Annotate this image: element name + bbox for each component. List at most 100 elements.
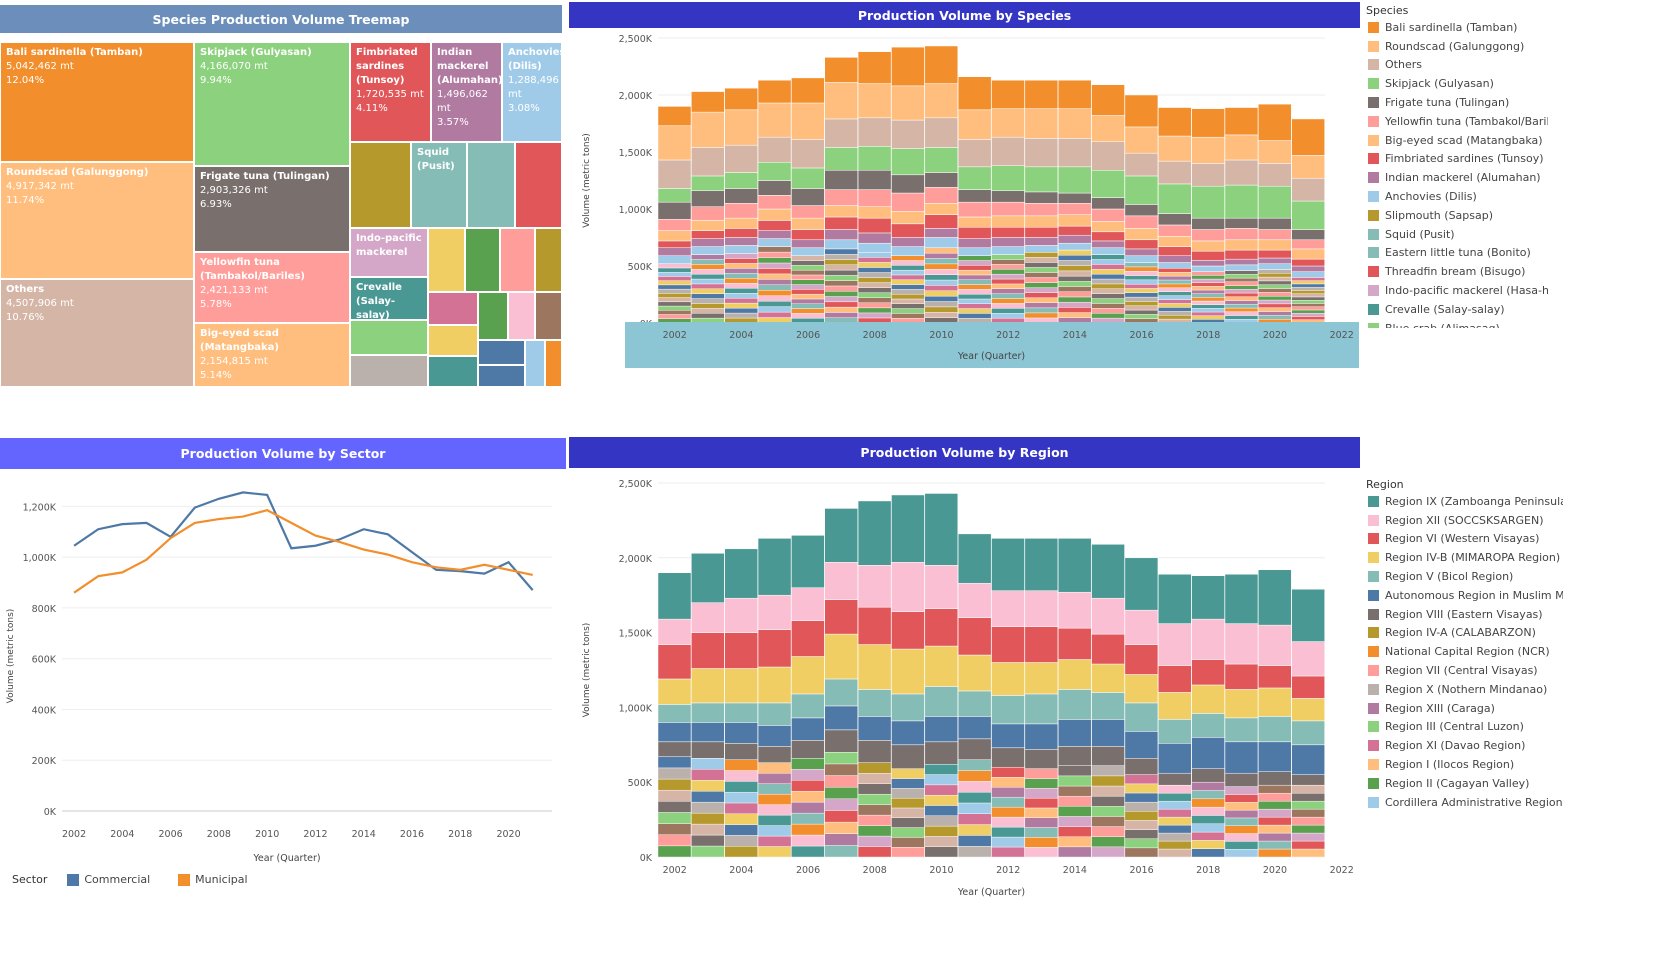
bar-segment[interactable] [1058, 291, 1092, 298]
bar-segment[interactable] [957, 845, 992, 858]
bar-segment[interactable] [1124, 283, 1159, 289]
bar-segment[interactable] [1224, 315, 1259, 320]
bar-segment[interactable] [1158, 279, 1192, 285]
bar-segment[interactable] [857, 846, 892, 858]
bar-segment[interactable] [691, 230, 725, 239]
bar-segment[interactable] [824, 269, 858, 276]
bar-segment[interactable] [1224, 817, 1259, 826]
bar-segment[interactable] [924, 214, 959, 229]
bar-segment[interactable] [1224, 809, 1259, 819]
bar-segment[interactable] [1091, 313, 1125, 319]
bar-segment[interactable] [1024, 292, 1059, 298]
bar-segment[interactable] [824, 57, 859, 83]
bar-segment[interactable] [1258, 665, 1292, 689]
bar-segment[interactable] [957, 289, 992, 295]
bar-segment[interactable] [824, 763, 858, 776]
bar-segment[interactable] [991, 836, 1025, 848]
bar-segment[interactable] [924, 295, 959, 302]
line-series-commercial[interactable] [73, 491, 534, 591]
bar-segment[interactable] [1258, 273, 1292, 278]
bar-segment[interactable] [857, 272, 892, 278]
bar-segment[interactable] [1057, 627, 1092, 660]
legend-item[interactable]: Autonomous Region in Muslim Mi... [1368, 586, 1563, 605]
bar-segment[interactable] [1124, 557, 1159, 611]
bar-segment[interactable] [924, 312, 959, 318]
bar-segment[interactable] [1224, 304, 1259, 309]
bar-segment[interactable] [757, 835, 792, 847]
bar-segment[interactable] [857, 793, 892, 805]
bar-segment[interactable] [657, 284, 692, 290]
bar-segment[interactable] [957, 802, 992, 814]
bar-segment[interactable] [724, 263, 758, 269]
bar-segment[interactable] [691, 845, 725, 858]
treemap-cell[interactable]: Crevalle (Salay-salay) [350, 277, 428, 320]
bar-segment[interactable] [991, 308, 1025, 314]
bar-segment[interactable] [791, 255, 825, 261]
bar-segment[interactable] [957, 835, 992, 847]
treemap-cell-small[interactable] [535, 228, 562, 292]
treemap-cell-small[interactable] [428, 356, 478, 387]
bar-segment[interactable] [724, 632, 758, 669]
bar-segment[interactable] [1058, 301, 1092, 308]
bar-segment[interactable] [924, 290, 959, 297]
bar-segment[interactable] [957, 265, 992, 271]
bar-segment[interactable] [1158, 303, 1192, 308]
bar-segment[interactable] [991, 108, 1025, 138]
bar-segment[interactable] [657, 314, 692, 319]
legend-item[interactable]: Indian mackerel (Alumahan) [1368, 168, 1548, 187]
bar-segment[interactable] [1258, 257, 1292, 264]
bar-segment[interactable] [1124, 266, 1159, 272]
bar-segment[interactable] [691, 238, 725, 247]
treemap-cell[interactable]: Indian mackerel (Alumahan) 1,496,062 mt 3.… [431, 42, 502, 142]
bar-segment[interactable] [857, 277, 892, 283]
bar-segment[interactable] [991, 626, 1025, 663]
bar-segment[interactable] [991, 303, 1025, 309]
bar-segment[interactable] [1158, 800, 1192, 810]
bar-segment[interactable] [991, 695, 1025, 725]
bar-segment[interactable] [1058, 795, 1092, 807]
bar-segment[interactable] [1158, 299, 1192, 304]
bar-segment[interactable] [1191, 848, 1225, 858]
bar-segment[interactable] [824, 705, 859, 731]
bar-segment[interactable] [1124, 296, 1159, 302]
bar-segment[interactable] [1291, 239, 1325, 250]
bar-segment[interactable] [1191, 684, 1225, 714]
bar-segment[interactable] [1124, 820, 1159, 830]
bar-segment[interactable] [891, 837, 925, 848]
bar-segment[interactable] [1158, 808, 1192, 818]
bar-segment[interactable] [657, 201, 692, 220]
bar-segment[interactable] [757, 136, 792, 163]
bar-segment[interactable] [957, 293, 992, 300]
bar-segment[interactable] [857, 146, 892, 171]
bar-segment[interactable] [1258, 185, 1292, 219]
treemap-cell-small[interactable] [478, 365, 525, 387]
legend-item[interactable]: Region X (Nothern Mindanao) [1368, 680, 1563, 699]
treemap-cell-small[interactable] [545, 340, 562, 387]
bar-segment[interactable] [657, 288, 692, 294]
bar-segment[interactable] [1024, 252, 1059, 258]
bar-segment[interactable] [1224, 307, 1259, 312]
bar-segment[interactable] [691, 668, 725, 704]
bar-segment[interactable] [1091, 197, 1125, 210]
bar-segment[interactable] [1291, 290, 1325, 294]
bar-segment[interactable] [791, 313, 825, 319]
treemap-cell-small[interactable] [478, 340, 525, 365]
bar-segment[interactable] [1058, 281, 1092, 287]
bar-segment[interactable] [1291, 824, 1325, 834]
bar-segment[interactable] [1291, 808, 1325, 818]
bar-segment[interactable] [1091, 259, 1125, 265]
bar-segment[interactable] [1291, 832, 1325, 842]
bar-segment[interactable] [991, 246, 1025, 255]
bar-segment[interactable] [857, 825, 892, 837]
bar-segment[interactable] [657, 741, 692, 758]
bar-segment[interactable] [857, 267, 892, 273]
sector-chart[interactable]: 0K 200K 400K 600K 800K 1,000K 1,200K 2002 2004 20… [0, 469, 566, 869]
bar-segment[interactable] [924, 784, 959, 796]
bar-segment[interactable] [791, 740, 825, 759]
bar-segment[interactable] [724, 802, 758, 814]
bar-segment[interactable] [824, 729, 859, 753]
bar-segment[interactable] [657, 801, 692, 813]
bar-segment[interactable] [1158, 665, 1192, 693]
bar-segment[interactable] [724, 302, 758, 309]
bar-segment[interactable] [1058, 806, 1092, 817]
